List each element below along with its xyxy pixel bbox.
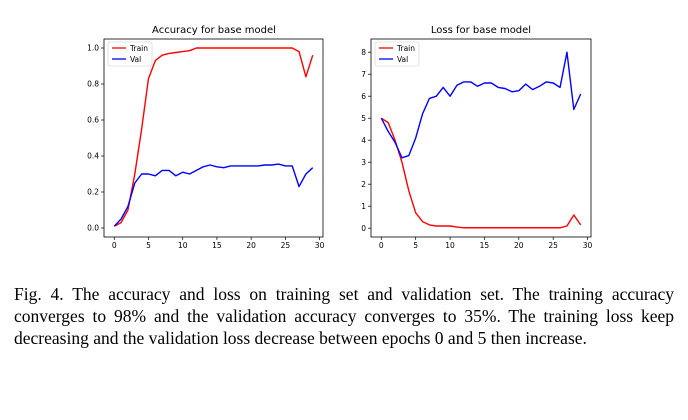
accuracy-legend-train-label: Train (129, 44, 148, 53)
loss-val-line (380, 51, 582, 159)
loss-y-tick-label: 1 (361, 202, 366, 211)
accuracy-series-lines (113, 47, 314, 227)
loss-x-tick-label: 15 (480, 241, 490, 250)
accuracy-legend-val-label: Val (130, 55, 141, 64)
loss-legend-val-label: Val (397, 55, 408, 64)
accuracy-x-tick-label: 0 (112, 241, 117, 250)
loss-chart-title: Loss for base model (431, 25, 531, 36)
accuracy-x-tick-label: 10 (178, 241, 188, 250)
loss-x-axis: 0 5 10 15 20 25 30 (379, 237, 593, 250)
accuracy-x-tick-label: 20 (246, 241, 256, 250)
accuracy-val-line (113, 163, 314, 227)
accuracy-x-tick-label: 15 (212, 241, 222, 250)
loss-y-tick-label: 4 (361, 136, 366, 145)
loss-y-tick-label: 7 (361, 70, 366, 79)
accuracy-y-tick-label: 0.8 (87, 80, 99, 89)
loss-plot-area (370, 38, 592, 238)
loss-series-lines (380, 51, 582, 229)
accuracy-x-axis: 0 5 10 15 20 25 30 (112, 237, 325, 250)
accuracy-legend: Train Val (107, 41, 153, 67)
accuracy-y-tick-label: 0.6 (87, 116, 99, 125)
loss-y-tick-label: 3 (361, 158, 366, 167)
loss-train-line (380, 117, 582, 229)
accuracy-plot-area (103, 38, 324, 238)
accuracy-y-tick-label: 0.2 (87, 188, 99, 197)
loss-x-tick-label: 0 (379, 241, 384, 250)
loss-x-tick-label: 10 (445, 241, 455, 250)
accuracy-x-tick-label: 25 (281, 241, 291, 250)
accuracy-chart: Accuracy for base model 0 5 10 15 20 25 30 0.0… (87, 25, 325, 250)
loss-y-axis: 0 1 2 3 4 5 6 7 8 (361, 48, 371, 233)
accuracy-x-tick-label: 30 (315, 241, 325, 250)
accuracy-y-tick-label: 0.4 (87, 152, 99, 161)
loss-y-tick-label: 5 (361, 114, 366, 123)
loss-legend: Train Val (374, 41, 420, 67)
loss-y-tick-label: 0 (361, 224, 366, 233)
loss-y-tick-label: 6 (361, 92, 366, 101)
accuracy-chart-title: Accuracy for base model (152, 25, 276, 36)
accuracy-x-tick-label: 5 (146, 241, 151, 250)
accuracy-y-axis: 0.0 0.2 0.4 0.6 0.8 1.0 (87, 44, 104, 233)
loss-x-tick-label: 20 (514, 241, 524, 250)
loss-y-tick-label: 2 (361, 180, 366, 189)
loss-legend-train-label: Train (396, 44, 415, 53)
accuracy-y-tick-label: 1.0 (87, 44, 99, 53)
figure-caption: Fig. 4. The accuracy and loss on trainin… (14, 284, 674, 348)
figure: Accuracy for base model 0 5 10 15 20 25 30 0.0… (87, 25, 592, 250)
loss-y-tick-label: 8 (361, 48, 366, 57)
loss-x-tick-label: 5 (413, 241, 418, 250)
loss-chart: Loss for base model 0 5 10 15 20 25 30 0 1 2 3 4 5 6… (361, 25, 592, 250)
loss-x-tick-label: 25 (548, 241, 558, 250)
loss-x-tick-label: 30 (583, 241, 593, 250)
accuracy-y-tick-label: 0.0 (87, 224, 99, 233)
accuracy-train-line (113, 47, 314, 227)
